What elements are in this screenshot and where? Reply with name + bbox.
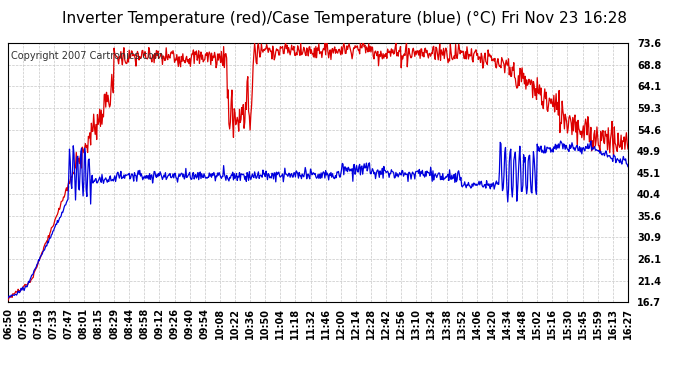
Text: Inverter Temperature (red)/Case Temperature (blue) (°C) Fri Nov 23 16:28: Inverter Temperature (red)/Case Temperat… [63,11,627,26]
Text: Copyright 2007 Cartronics.com: Copyright 2007 Cartronics.com [11,51,164,61]
